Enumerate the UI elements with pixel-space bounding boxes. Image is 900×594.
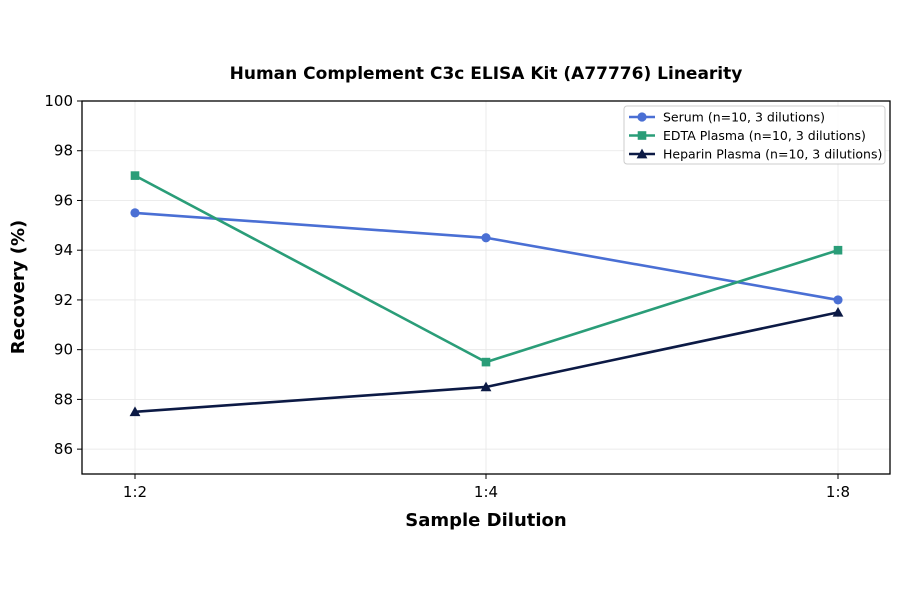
legend: Serum (n=10, 3 dilutions) EDTA Plasma (n=… — [623, 105, 886, 165]
y-tick-label: 88 — [54, 390, 73, 408]
data-point — [832, 306, 844, 317]
y-tick-label: 98 — [54, 142, 73, 160]
legend-item: Serum (n=10, 3 dilutions) — [629, 110, 825, 125]
x-tick-label: 1:2 — [123, 483, 147, 501]
legend-swatch-marker — [637, 131, 647, 140]
series-2 — [130, 171, 843, 367]
plot-frame — [81, 100, 891, 475]
data-point — [481, 233, 491, 243]
data-point — [129, 406, 141, 417]
data-point — [130, 208, 140, 218]
data-point — [833, 295, 843, 305]
legend-label: Serum (n=10, 3 dilutions) — [663, 110, 825, 125]
series-1 — [130, 208, 843, 305]
y-tick-label: 100 — [44, 92, 73, 110]
y-tick-label: 92 — [54, 291, 73, 309]
series-line — [134, 211, 839, 302]
legend-label: Heparin Plasma (n=10, 3 dilutions) — [663, 147, 882, 162]
x-tick-label: 1:8 — [826, 483, 850, 501]
y-tick-label: 94 — [54, 241, 73, 259]
data-point — [833, 245, 843, 255]
legend-label: EDTA Plasma (n=10, 3 dilutions) — [663, 128, 866, 143]
x-tick-label: 1:4 — [474, 483, 498, 501]
legend-box — [623, 105, 886, 165]
axes: 86 88 90 92 94 96 98 100 1:2 1:4 1:8 — [44, 92, 850, 501]
y-tick-label: 86 — [54, 440, 73, 458]
series-layer — [129, 171, 844, 417]
data-point — [481, 357, 491, 367]
legend-swatch-marker — [636, 148, 648, 159]
data-point — [480, 381, 492, 392]
series-3 — [129, 306, 844, 417]
legend-swatch-marker — [637, 112, 647, 122]
y-tick-label: 90 — [54, 341, 73, 359]
legend-item: Heparin Plasma (n=10, 3 dilutions) — [629, 147, 882, 162]
y-tick-label: 96 — [54, 191, 73, 209]
chart-title: Human Complement C3c ELISA Kit (A77776) … — [230, 64, 743, 84]
y-axis-label: Recovery (%) — [8, 220, 29, 354]
data-point — [130, 171, 140, 180]
x-axis-label: Sample Dilution — [405, 510, 566, 531]
legend-item: EDTA Plasma (n=10, 3 dilutions) — [629, 128, 866, 143]
